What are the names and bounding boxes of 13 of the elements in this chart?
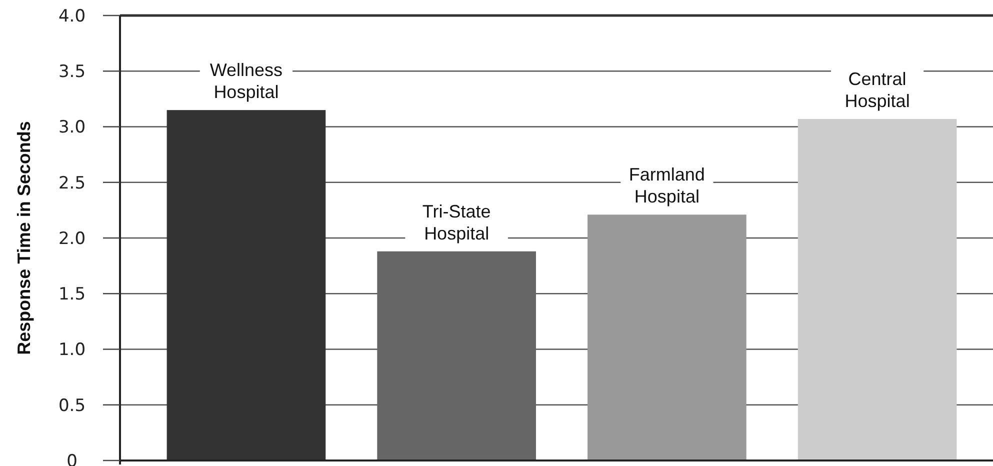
y-tick-label: 3.5	[58, 62, 86, 82]
y-tick-label: 1.0	[58, 340, 86, 360]
x-tick-label: Farmland Hospital	[628, 164, 705, 207]
y-tick-label: 3.0	[58, 118, 86, 138]
x-tick-label: Tri-State Hospital	[422, 201, 491, 244]
y-tick-label: 1.5	[58, 284, 86, 305]
y-tick-label: 2.5	[58, 173, 86, 194]
y-axis-title: Response Time in Seconds	[14, 121, 34, 355]
y-tick-label: 0.5	[58, 396, 86, 416]
x-tick-label: Wellness Hospital	[210, 60, 283, 102]
y-tick-label: 2.0	[58, 228, 86, 249]
y-tick-label: 4.0	[58, 6, 86, 26]
x-tick-label: Central Hospital	[844, 68, 910, 111]
